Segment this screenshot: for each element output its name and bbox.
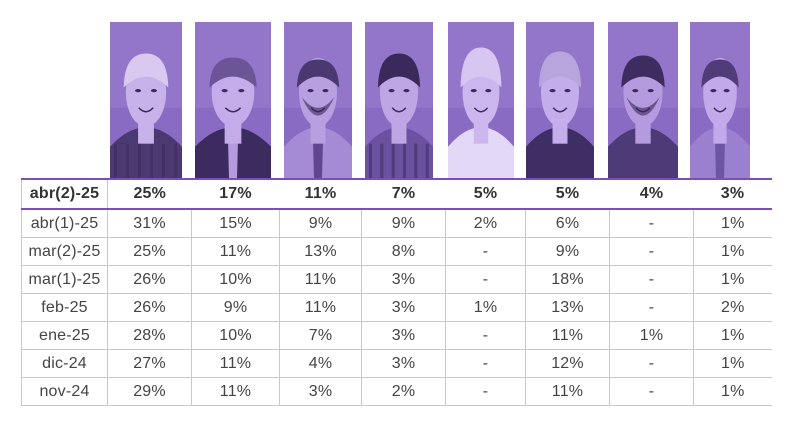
candidate-8-value: 1% [693,237,772,266]
period-label: ene-25 [21,321,108,350]
candidate-1-value: 31% [107,209,192,238]
candidate-1-value: 26% [107,265,192,294]
candidate-8-value: 2% [693,293,772,322]
candidate-4-value: 3% [361,321,446,350]
candidate-2-value: 17% [191,178,280,210]
candidate-1-value: 28% [107,321,192,350]
candidate-8-value: 1% [693,209,772,238]
candidate-1-value: 27% [107,349,192,378]
candidate-5-photo [448,22,514,178]
period-label: mar(1)-25 [21,265,108,294]
candidate-8-value: 1% [693,265,772,294]
candidate-2-photo [195,22,271,178]
period-label: abr(1)-25 [21,209,108,238]
candidate-8-value: 1% [693,321,772,350]
candidate-5-value: - [445,321,526,350]
table-row: mar(1)-25 26% 10% 11% 3% -18% -1% [21,265,772,294]
candidate-6-value: 13% [525,293,610,322]
candidate-2-value: 15% [191,209,280,238]
candidate-5-value: 1% [445,293,526,322]
candidate-4-value: 7% [361,178,446,210]
candidate-8-value: 3% [693,178,772,210]
candidate-7-value: - [609,349,694,378]
candidate-8-photo [690,22,750,178]
candidate-7-value: - [609,209,694,238]
period-label: dic-24 [21,349,108,378]
candidate-3-photo [284,22,352,178]
candidate-4-value: 3% [361,265,446,294]
candidate-3-value: 11% [279,293,362,322]
candidate-6-value: 18% [525,265,610,294]
candidate-3-value: 13% [279,237,362,266]
period-label: mar(2)-25 [21,237,108,266]
candidate-2-value: 10% [191,265,280,294]
candidate-3-value: 9% [279,209,362,238]
candidate-5-value: - [445,265,526,294]
candidate-5-value: - [445,349,526,378]
candidate-3-value: 11% [279,265,362,294]
candidate-6-value: 5% [525,178,610,210]
candidate-3-value: 3% [279,377,362,406]
candidate-6-value: 11% [525,377,610,406]
candidate-2-value: 11% [191,349,280,378]
candidate-7-value: - [609,237,694,266]
candidate-7-value: 4% [609,178,694,210]
candidate-2-value: 11% [191,377,280,406]
candidate-1-value: 26% [107,293,192,322]
candidate-2-value: 11% [191,237,280,266]
table-row: abr(1)-25 31% 15% 9% 9% 2% 6% -1% [21,209,772,238]
period-label: abr(2)-25 [21,178,108,210]
candidate-8-value: 1% [693,377,772,406]
candidate-7-value: - [609,265,694,294]
candidate-4-photo [365,22,433,178]
candidate-1-value: 25% [107,237,192,266]
candidate-1-value: 29% [107,377,192,406]
candidate-6-value: 6% [525,209,610,238]
candidate-6-value: 12% [525,349,610,378]
candidate-6-photo [526,22,594,178]
period-label: nov-24 [21,377,108,406]
candidate-7-value: 1% [609,321,694,350]
latest-poll-row: abr(2)-25 25% 17% 11% 7% 5% 5% 4% 3% [21,178,772,210]
poll-results-table: abr(2)-25 25% 17% 11% 7% 5% 5% 4% 3% abr(1)-25 31%… [21,178,772,406]
table-row: mar(2)-25 25% 11% 13% 8% -9% -1% [21,237,772,266]
candidate-5-value: - [445,237,526,266]
table-row: feb-25 26% 9% 11% 3% 1% 13% -2% [21,293,772,322]
candidate-3-value: 4% [279,349,362,378]
candidate-4-value: 3% [361,293,446,322]
candidate-4-value: 2% [361,377,446,406]
candidate-7-photo [608,22,678,178]
candidate-1-value: 25% [107,178,192,210]
candidate-1-photo [110,22,182,178]
candidate-6-value: 9% [525,237,610,266]
period-label: feb-25 [21,293,108,322]
candidate-5-value: 2% [445,209,526,238]
candidate-2-value: 9% [191,293,280,322]
candidate-6-value: 11% [525,321,610,350]
candidate-5-value: - [445,377,526,406]
table-row: ene-25 28% 10% 7% 3% -11% 1% 1% [21,321,772,350]
table-row: nov-24 29% 11% 3% 2% -11% -1% [21,377,772,406]
table-row: dic-24 27% 11% 4% 3% -12% -1% [21,349,772,378]
candidate-3-value: 11% [279,178,362,210]
candidate-7-value: - [609,377,694,406]
candidate-5-value: 5% [445,178,526,210]
candidate-4-value: 9% [361,209,446,238]
candidate-4-value: 3% [361,349,446,378]
candidate-7-value: - [609,293,694,322]
candidate-3-value: 7% [279,321,362,350]
candidate-2-value: 10% [191,321,280,350]
candidate-4-value: 8% [361,237,446,266]
candidate-8-value: 1% [693,349,772,378]
